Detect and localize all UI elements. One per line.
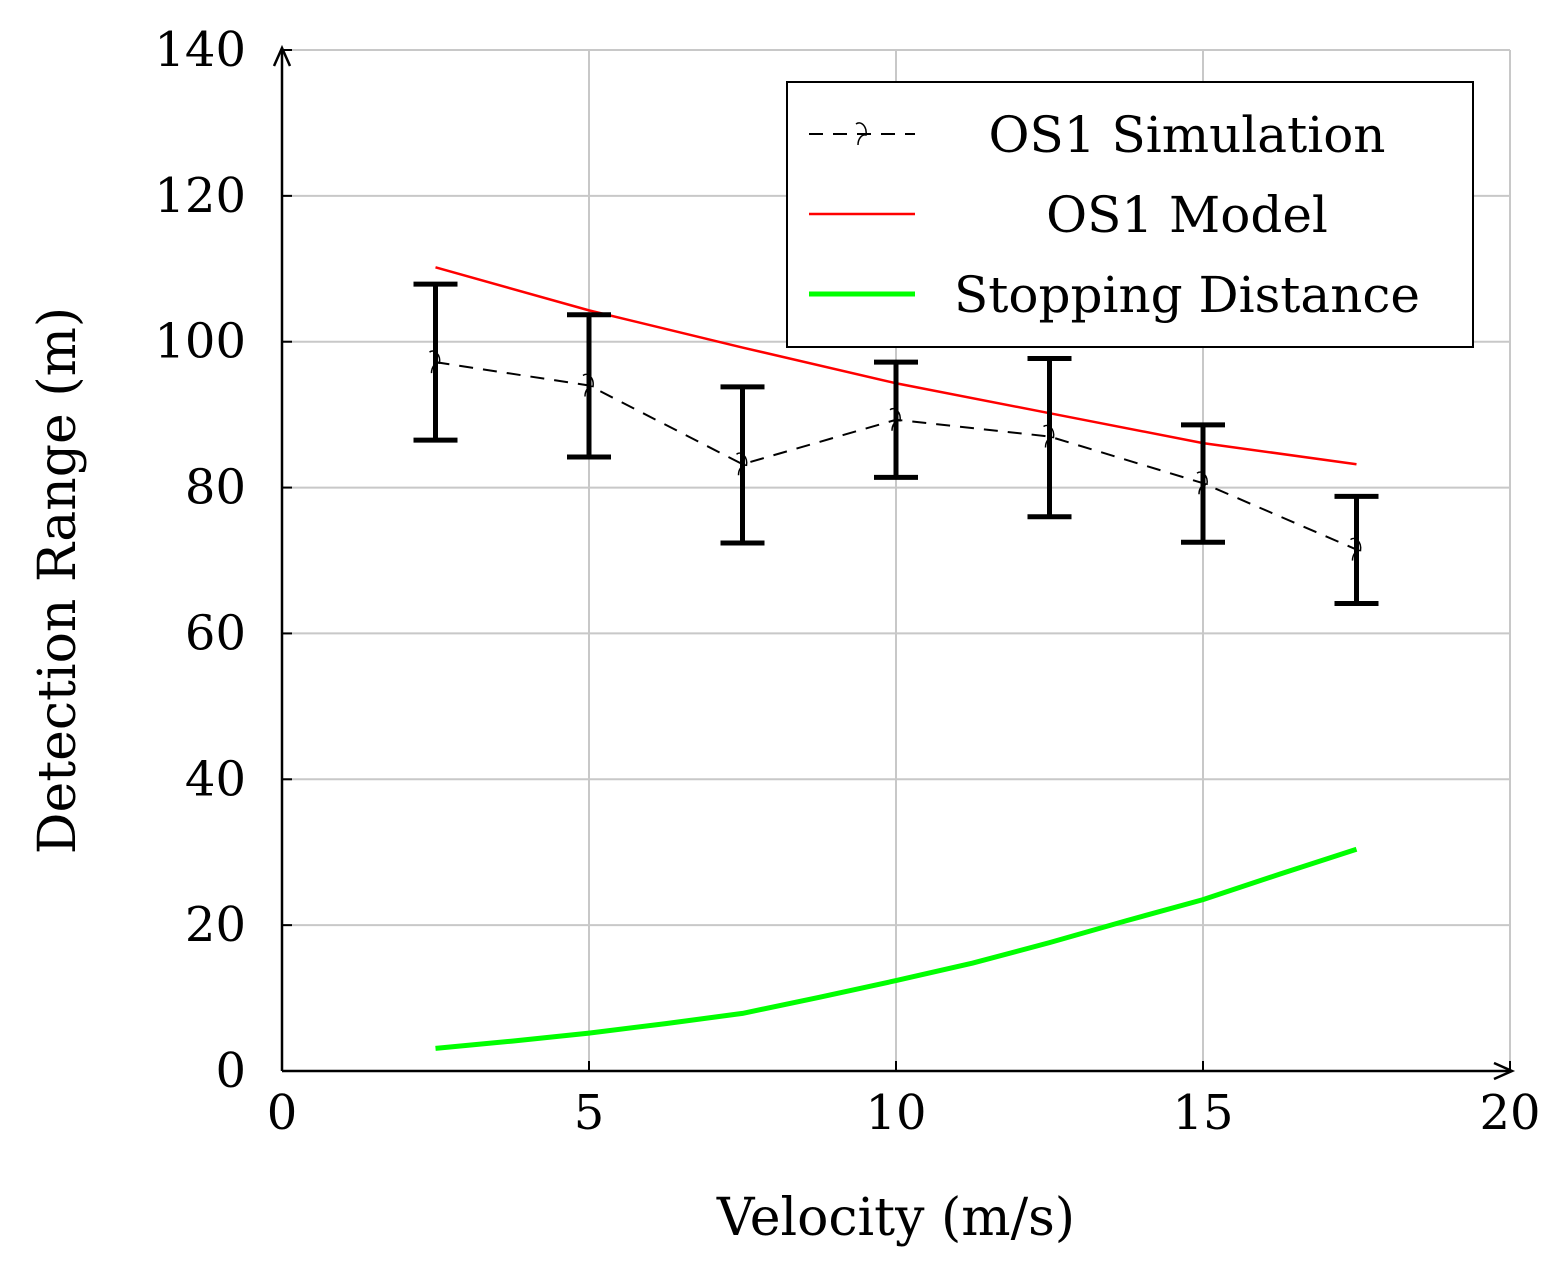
os1-simulation-error-bar — [413, 281, 458, 443]
os1-simulation-error-bar — [1334, 493, 1379, 607]
legend-label: OS1 Model — [1046, 186, 1328, 244]
os1-simulation-error-bar — [1181, 422, 1225, 545]
x-tick-label: 10 — [865, 1085, 926, 1141]
os1-simulation-error-bar — [567, 312, 611, 460]
legend-entry: OS1 Simulation — [809, 106, 1386, 164]
os1-simulation-point — [1350, 537, 1362, 561]
os1-simulation-point — [429, 350, 441, 374]
y-tick-label: 0 — [215, 1043, 246, 1099]
legend-entry: OS1 Model — [809, 186, 1328, 244]
os1-simulation-point — [889, 407, 901, 431]
legend: OS1 Simulation OS1 Model Stopping Distance — [786, 81, 1474, 348]
y-tick-label: 80 — [185, 460, 246, 516]
x-tick-label: 5 — [574, 1085, 605, 1141]
x-tick-label: 15 — [1172, 1085, 1233, 1141]
os1-simulation-point — [1196, 471, 1208, 495]
x-axis-arrow-icon — [1493, 1061, 1516, 1081]
x-tick-label: 0 — [267, 1085, 298, 1141]
y-tick-label: 60 — [185, 605, 246, 661]
os1-simulation-error-bar — [720, 384, 765, 546]
x-tick-label: 20 — [1479, 1085, 1540, 1141]
os1-simulation-point — [736, 452, 748, 476]
os1-simulation-point — [582, 373, 594, 397]
os1-simulation-error-bar — [874, 359, 918, 480]
y-tick-label: 140 — [154, 22, 246, 78]
y-axis-title: Detection Range (m) — [28, 307, 88, 854]
y-axis-arrow-icon — [272, 44, 292, 67]
legend-label: Stopping Distance — [954, 266, 1420, 324]
series — [413, 266, 1379, 1051]
legend-label: OS1 Simulation — [989, 106, 1386, 164]
axes — [272, 44, 1516, 1081]
legend-entry: Stopping Distance — [809, 266, 1420, 324]
y-tick-label: 100 — [154, 314, 246, 370]
legend-swatch-marker — [855, 122, 867, 146]
y-tick-label: 20 — [185, 897, 246, 953]
x-axis-title: Velocity (m/s) — [716, 1188, 1075, 1248]
legend-entries: OS1 Simulation OS1 Model Stopping Distance — [809, 106, 1420, 324]
tick-labels: 0 5 10 15 20 0 20 40 60 80 100 120 140 — [154, 22, 1540, 1141]
y-tick-label: 120 — [154, 168, 246, 224]
os1-simulation-point — [1043, 424, 1055, 448]
y-tick-label: 40 — [185, 751, 246, 807]
